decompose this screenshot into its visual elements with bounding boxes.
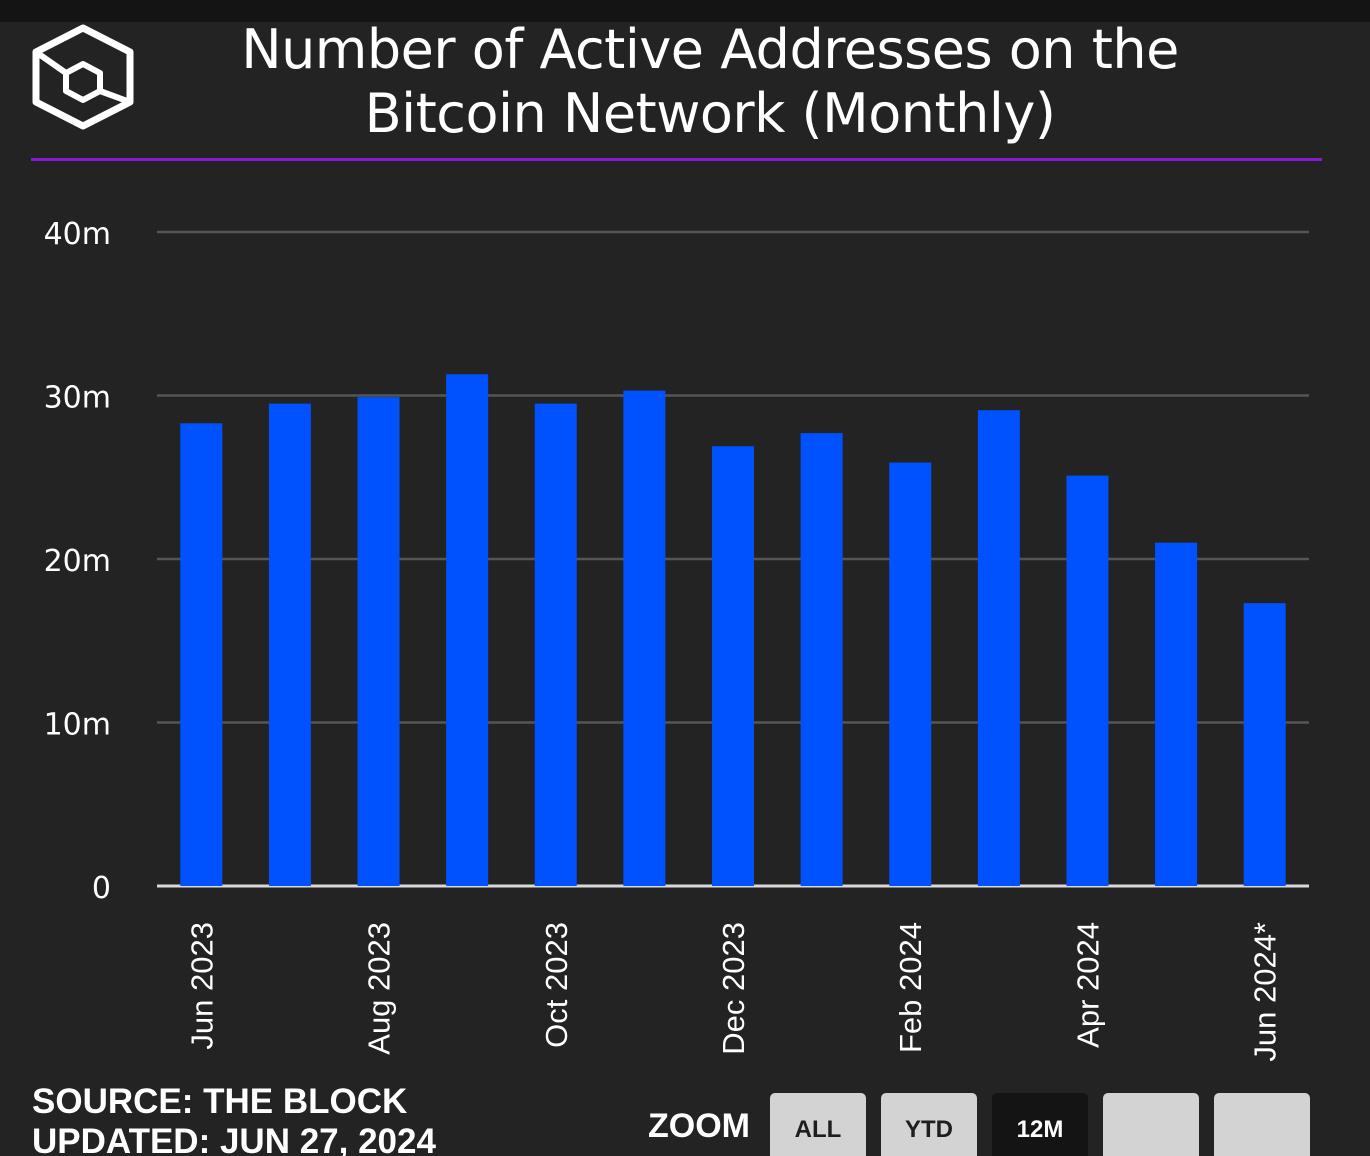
zoom-12m-button[interactable]: 12M: [992, 1093, 1088, 1156]
bar-jul-2023[interactable]: [268, 403, 311, 886]
bar-mar-2024[interactable]: [977, 410, 1020, 886]
source-label: SOURCE: THE BLOCK: [32, 1082, 408, 1121]
chart-title: Number of Active Addresses on the Bitcoi…: [241, 18, 1179, 145]
bar-dec-2023[interactable]: [712, 446, 754, 886]
bar-jun-2024[interactable]: [1243, 603, 1286, 886]
y-tick-label: 10m: [44, 708, 111, 743]
x-tick-label: Jun 2023: [184, 922, 219, 1050]
x-tick-label: Jun 2024*: [1248, 922, 1283, 1062]
y-tick-label: 40m: [44, 217, 111, 252]
bar-nov-2023[interactable]: [623, 390, 666, 886]
x-tick-label: Feb 2024: [893, 922, 928, 1053]
zoom-all-button[interactable]: ALL: [770, 1093, 866, 1156]
x-axis-ticks: Jun 2023 Aug 2023 Oct 2023 Dec 2023 Feb 2024…: [184, 922, 1282, 1062]
title-divider: [31, 158, 1322, 161]
y-tick-label: 20m: [44, 544, 111, 579]
y-tick-label: 0: [92, 871, 111, 906]
bar-jun-2023[interactable]: [180, 423, 223, 886]
updated-label: UPDATED: JUN 27, 2024: [32, 1122, 436, 1156]
footer-source: SOURCE: THE BLOCK UPDATED: JUN 27, 2024: [32, 1082, 436, 1156]
bar-may-2024[interactable]: [1155, 542, 1198, 886]
zoom-extra-button-2[interactable]: [1214, 1093, 1310, 1156]
bar-apr-2024[interactable]: [1066, 475, 1109, 886]
bars: [180, 374, 1286, 886]
y-tick-label: 30m: [44, 381, 111, 416]
bar-aug-2023[interactable]: [357, 397, 400, 886]
zoom-ytd-button[interactable]: YTD: [881, 1093, 977, 1156]
y-axis-ticks: 0 10m 20m 30m 40m: [44, 217, 111, 906]
x-tick-label: Apr 2024: [1070, 922, 1105, 1048]
bar-sep-2023[interactable]: [446, 374, 489, 886]
the-block-logo: [32, 24, 134, 130]
bar-chart: 0 10m 20m 30m 40m Jun 2023 Aug 2023 Oct 2023 De…: [44, 217, 1309, 1062]
x-tick-label: Aug 2023: [362, 922, 397, 1055]
zoom-extra-button-1[interactable]: [1103, 1093, 1199, 1156]
bar-feb-2024[interactable]: [889, 462, 932, 886]
top-strip: [0, 0, 1370, 22]
x-tick-label: Dec 2023: [716, 922, 751, 1055]
bar-oct-2023[interactable]: [534, 403, 577, 886]
zoom-label: ZOOM: [648, 1107, 750, 1145]
bar-jan-2024[interactable]: [800, 433, 843, 886]
x-tick-label: Oct 2023: [539, 922, 574, 1048]
